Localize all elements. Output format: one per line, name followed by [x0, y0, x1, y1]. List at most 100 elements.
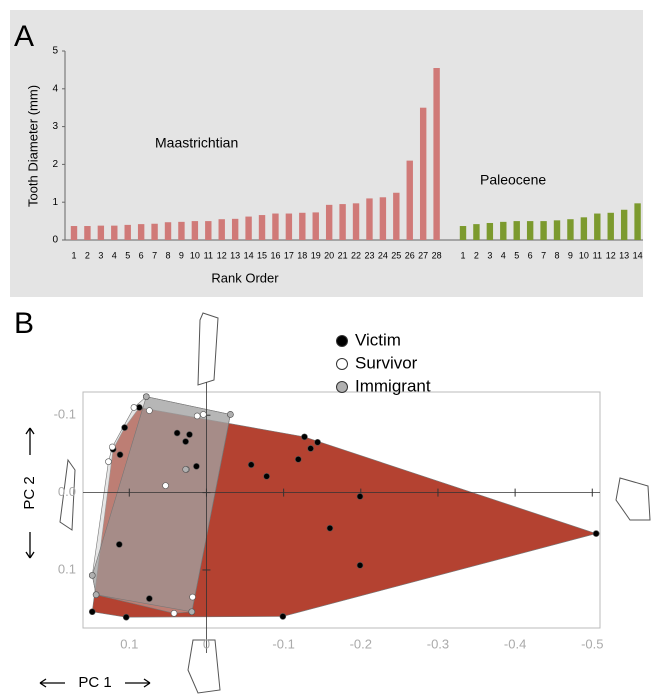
x-tick-label: 1: [71, 250, 76, 260]
x-tick-label: 24: [378, 250, 388, 260]
y-tick-label: 4: [52, 83, 58, 94]
arrow-right: [125, 678, 151, 688]
bar: [285, 213, 293, 240]
x-axis-label: Rank Order: [211, 270, 279, 285]
x-tick-label: 12: [217, 250, 227, 260]
x-tick-label: -0.4: [504, 636, 526, 651]
bar: [393, 192, 400, 240]
point: [88, 572, 96, 579]
point: [142, 393, 150, 400]
bar: [607, 212, 614, 240]
axis-arrows: [25, 427, 151, 688]
point: [186, 431, 193, 438]
y-axis-label: Tooth Diameter (mm): [25, 85, 40, 207]
x-tick-label: 20: [324, 250, 334, 260]
bar: [191, 221, 199, 240]
x-tick-label: 25: [391, 250, 401, 260]
bar: [231, 218, 239, 240]
y-tick-label: 3: [52, 121, 58, 132]
x-tick-label: 3: [98, 250, 103, 260]
bar: [352, 203, 360, 240]
group-label: Maastrichtian: [155, 135, 238, 151]
bar: [137, 224, 145, 240]
x-tick-label: -0.3: [427, 636, 449, 651]
point: [122, 613, 130, 621]
point: [188, 608, 196, 616]
x-tick-label: -0.2: [350, 636, 372, 651]
point: [136, 404, 143, 411]
point: [326, 524, 334, 532]
bar: [272, 213, 279, 240]
y-tick-label: -0.1: [54, 407, 76, 422]
x-tick-label: 14: [244, 250, 254, 260]
shape-left: [59, 458, 76, 531]
point: [193, 462, 200, 470]
legend-label: Immigrant: [355, 376, 431, 395]
x-tick-label: 11: [204, 250, 213, 260]
x-tick-label: 1: [460, 250, 465, 260]
x-tick-label: -0.1: [272, 636, 294, 651]
bar: [97, 225, 105, 240]
point: [592, 530, 600, 537]
shape-right: [615, 477, 651, 521]
bar: [553, 220, 561, 240]
x-tick-label: 4: [112, 250, 117, 260]
bar: [513, 221, 520, 240]
bar: [245, 216, 252, 240]
bar: [70, 226, 78, 240]
point: [170, 609, 178, 617]
x-tick-label: 21: [338, 250, 348, 260]
x-tick-label: 15: [257, 250, 267, 260]
y-axis-label: PC 2: [21, 476, 38, 509]
bar: [459, 226, 467, 240]
point: [146, 595, 153, 602]
bar: [312, 212, 319, 240]
point: [109, 443, 116, 451]
x-tick-label: 5: [514, 250, 519, 260]
legend-label: Survivor: [355, 353, 418, 372]
bar: [567, 219, 574, 240]
x-tick-label: 10: [190, 250, 200, 260]
x-tick-label: -0.5: [581, 636, 603, 651]
x-tick-label: 0: [203, 636, 210, 651]
point: [173, 429, 181, 437]
x-tick-label: 0.1: [120, 636, 138, 651]
x-tick-label: 2: [85, 250, 90, 260]
x-axis-label: PC 1: [78, 674, 111, 691]
bar: [111, 225, 118, 240]
x-tick-label: 16: [270, 250, 280, 260]
shape-outlines: [59, 312, 651, 694]
x-tick-label: 6: [139, 250, 144, 260]
bar: [580, 217, 588, 240]
bar: [594, 213, 601, 240]
point: [279, 613, 287, 620]
bar: [124, 224, 131, 240]
y-tick-label: 5: [52, 46, 58, 57]
panel-a-background: [10, 10, 643, 297]
point: [88, 608, 96, 616]
x-tick-label: 6: [528, 250, 533, 260]
point: [189, 593, 196, 601]
x-tick-label: 12: [606, 250, 616, 260]
bar: [178, 221, 185, 240]
bar: [433, 68, 440, 240]
arrow-down: [25, 532, 35, 559]
x-tick-label: 7: [152, 250, 157, 260]
x-tick-label: 19: [311, 250, 321, 260]
bar: [473, 224, 480, 240]
x-tick-label: 28: [432, 250, 442, 260]
point: [307, 445, 314, 452]
x-tick-label: 4: [501, 250, 506, 260]
bar: [218, 219, 225, 240]
shape-top: [197, 312, 219, 386]
legend-marker: [336, 381, 348, 393]
point: [115, 541, 123, 548]
point: [182, 438, 189, 445]
x-tick-label: 27: [418, 250, 428, 260]
x-tick-label: 18: [297, 250, 307, 260]
legend-label: Victim: [355, 330, 401, 349]
point: [314, 438, 321, 446]
bar: [366, 198, 373, 240]
panel-label: B: [14, 307, 34, 340]
